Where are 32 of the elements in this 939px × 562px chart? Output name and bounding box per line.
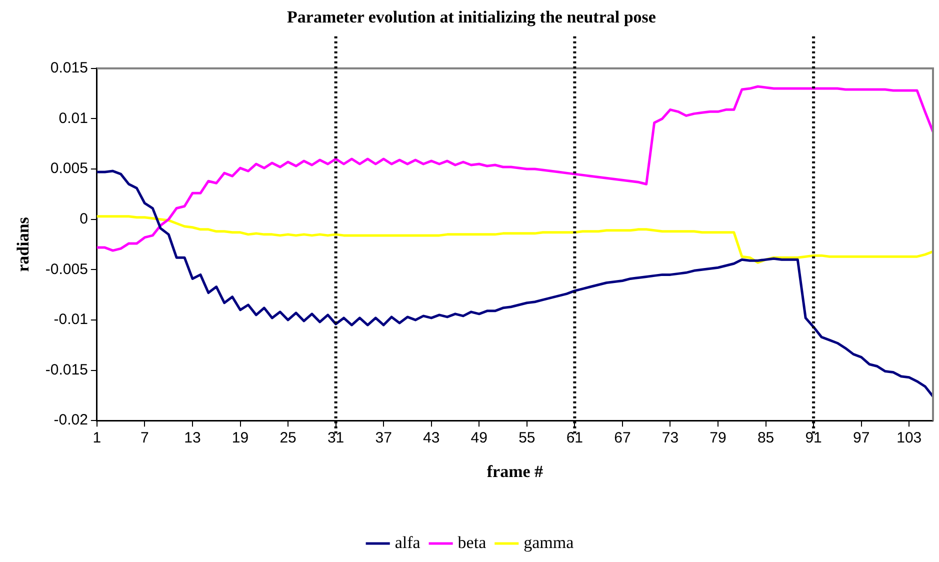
y-axis-title: radians: [14, 216, 33, 272]
x-tick-label: 1: [92, 430, 102, 447]
y-tick-label: -0.01: [54, 311, 88, 328]
x-tick-label: 61: [566, 430, 584, 447]
legend-label: beta: [458, 532, 487, 552]
y-tick-label: -0.015: [45, 361, 88, 378]
x-tick-label: 19: [232, 430, 249, 447]
y-tick-label: 0.005: [50, 160, 88, 178]
x-tick-label: 43: [423, 430, 440, 447]
x-tick-label: 79: [710, 430, 726, 447]
legend-label: alfa: [394, 532, 421, 552]
x-axis-title: frame #: [486, 462, 544, 482]
x-tick-label: 31: [327, 430, 344, 447]
x-tick-label: 103: [896, 430, 922, 447]
x-tick-label: 37: [375, 430, 392, 447]
y-tick-label: 0.015: [50, 60, 88, 77]
y-tick-label: -0.02: [54, 412, 88, 429]
x-tick-label: 55: [518, 430, 536, 447]
y-tick-label: 0.01: [58, 110, 88, 127]
x-tick-label: 67: [614, 430, 631, 447]
chart-title: Parameter evolution at initializing the neutral pose: [287, 8, 656, 27]
x-tick-label: 97: [852, 430, 870, 447]
legend-label: gamma: [524, 532, 574, 552]
y-tick-label: 0: [80, 210, 88, 228]
x-tick-label: 73: [662, 430, 679, 447]
x-tick-label: 7: [140, 430, 149, 447]
y-tick-label: -0.005: [45, 260, 88, 278]
x-tick-label: 85: [757, 430, 774, 447]
x-tick-label: 13: [184, 430, 201, 447]
x-tick-label: 25: [280, 430, 296, 447]
x-tick-label: 91: [805, 430, 822, 447]
x-tick-label: 49: [470, 430, 488, 447]
